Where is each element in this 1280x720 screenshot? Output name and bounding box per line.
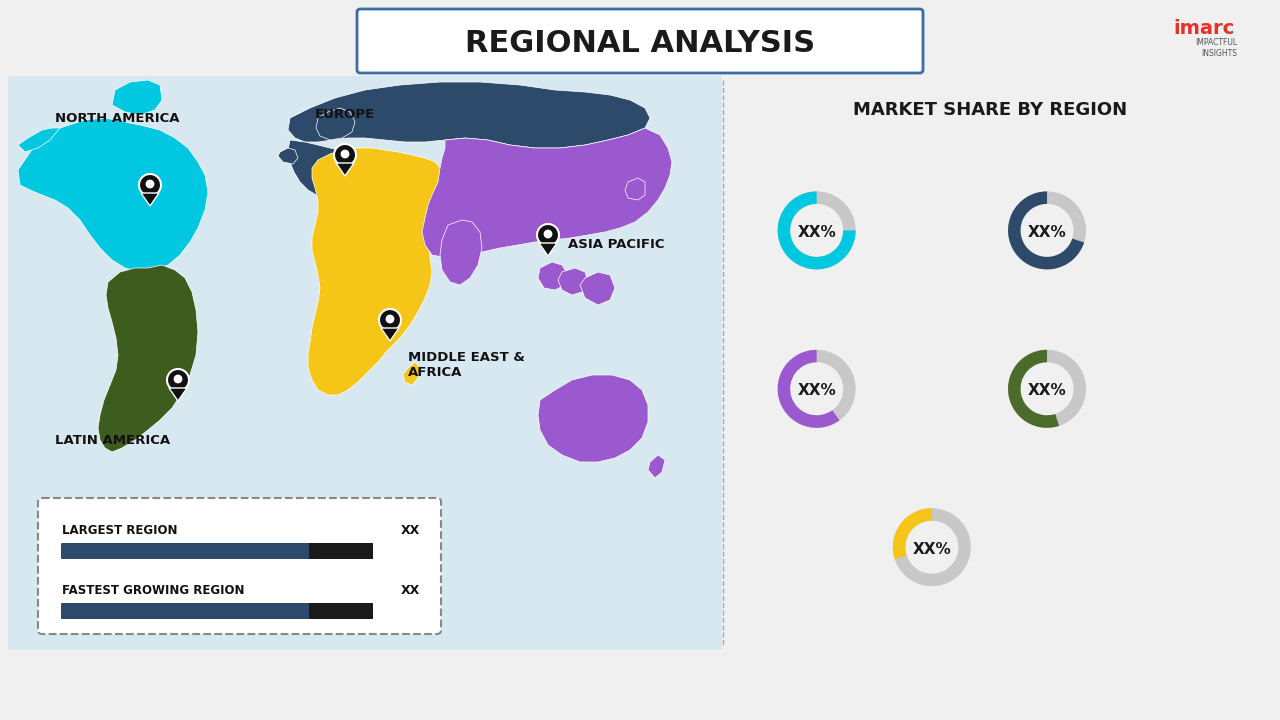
Polygon shape — [538, 262, 568, 290]
Circle shape — [334, 144, 356, 166]
Circle shape — [385, 315, 394, 323]
Wedge shape — [893, 508, 932, 559]
Polygon shape — [440, 220, 483, 285]
Wedge shape — [778, 350, 840, 428]
Polygon shape — [648, 455, 666, 478]
Wedge shape — [1009, 192, 1085, 269]
Polygon shape — [18, 118, 207, 272]
FancyBboxPatch shape — [61, 543, 372, 559]
Polygon shape — [422, 128, 672, 258]
Polygon shape — [316, 108, 355, 140]
Wedge shape — [1009, 192, 1084, 269]
Circle shape — [146, 179, 155, 189]
Text: XX: XX — [401, 583, 420, 596]
Wedge shape — [1009, 350, 1059, 428]
Text: LATIN AMERICA: LATIN AMERICA — [55, 433, 170, 446]
Polygon shape — [538, 375, 648, 462]
Text: XX%: XX% — [797, 225, 836, 240]
FancyBboxPatch shape — [357, 9, 923, 73]
Polygon shape — [278, 148, 298, 164]
Polygon shape — [288, 82, 650, 148]
Text: MIDDLE EAST &
AFRICA: MIDDLE EAST & AFRICA — [408, 351, 525, 379]
FancyBboxPatch shape — [61, 603, 372, 619]
Circle shape — [379, 309, 401, 331]
Wedge shape — [778, 192, 855, 269]
Text: XX%: XX% — [913, 541, 951, 557]
Polygon shape — [381, 328, 399, 341]
Polygon shape — [288, 140, 380, 205]
Wedge shape — [893, 508, 970, 586]
FancyBboxPatch shape — [8, 76, 722, 650]
FancyBboxPatch shape — [38, 498, 442, 634]
Text: REGIONAL ANALYSIS: REGIONAL ANALYSIS — [465, 30, 815, 58]
FancyBboxPatch shape — [308, 543, 372, 559]
Text: IMPACTFUL
INSIGHTS: IMPACTFUL INSIGHTS — [1194, 37, 1236, 58]
Circle shape — [538, 224, 559, 246]
Circle shape — [174, 374, 183, 383]
Polygon shape — [308, 148, 445, 395]
Text: imarc: imarc — [1174, 19, 1235, 37]
Wedge shape — [1009, 350, 1085, 428]
Wedge shape — [778, 350, 855, 428]
Text: ASIA PACIFIC: ASIA PACIFIC — [568, 238, 664, 251]
FancyBboxPatch shape — [308, 603, 372, 619]
Text: XX%: XX% — [797, 383, 836, 398]
Text: MARKET SHARE BY REGION: MARKET SHARE BY REGION — [852, 101, 1128, 119]
Polygon shape — [141, 193, 159, 206]
Circle shape — [340, 150, 349, 158]
Polygon shape — [625, 178, 645, 200]
Polygon shape — [99, 265, 198, 452]
Wedge shape — [778, 192, 855, 269]
Circle shape — [544, 230, 553, 238]
Polygon shape — [335, 163, 355, 176]
Text: XX%: XX% — [1028, 225, 1066, 240]
Polygon shape — [558, 268, 588, 295]
Polygon shape — [18, 128, 60, 152]
Circle shape — [140, 174, 161, 196]
Polygon shape — [169, 388, 187, 401]
Text: XX: XX — [401, 523, 420, 536]
Text: FASTEST GROWING REGION: FASTEST GROWING REGION — [61, 583, 244, 596]
Circle shape — [166, 369, 189, 391]
Text: EUROPE: EUROPE — [315, 109, 375, 122]
Text: NORTH AMERICA: NORTH AMERICA — [55, 112, 179, 125]
Polygon shape — [113, 80, 163, 115]
Polygon shape — [580, 272, 614, 305]
Text: XX%: XX% — [1028, 383, 1066, 398]
Polygon shape — [403, 362, 420, 385]
Polygon shape — [539, 243, 557, 256]
Text: LARGEST REGION: LARGEST REGION — [61, 523, 178, 536]
